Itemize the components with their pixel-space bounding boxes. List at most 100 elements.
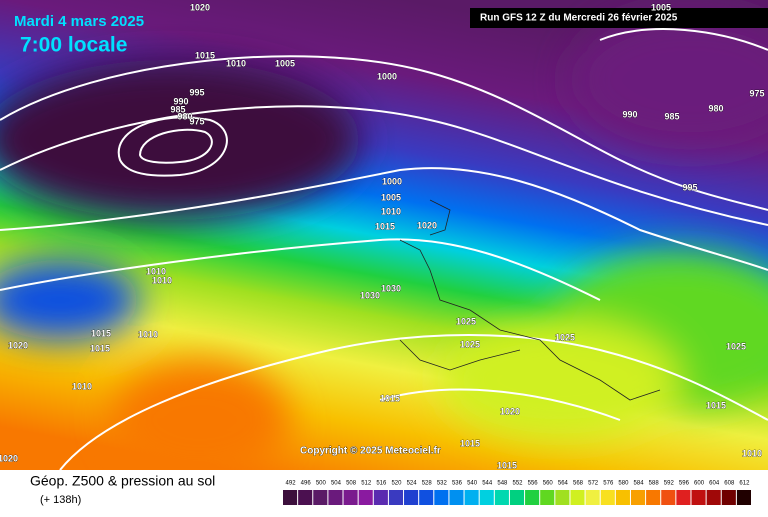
isobar-label: 995 [189,87,204,97]
scale-label: 540 [467,481,478,487]
scale-cell [494,490,509,505]
isobar-label: 1015 [195,50,215,60]
scale-cell [388,490,404,505]
isobar-label: 1010 [146,266,166,276]
scale-label: 596 [679,481,690,487]
isobar-label: 1025 [726,341,746,351]
scale-cell [646,490,661,505]
scale-cell [479,490,494,505]
isobar-label: 1020 [0,453,18,463]
isobar-label: 985 [664,111,679,121]
isobar-label: 1025 [456,316,476,326]
isobar-label: 1015 [497,460,517,470]
scale-cell [600,490,615,505]
scale-cell [661,490,676,505]
scale-cell [615,490,630,505]
scale-label: 512 [361,481,372,487]
scale-label: 572 [588,481,599,487]
isobar-label: 1010 [152,275,172,285]
scale-cell [691,490,706,505]
isobar-label: 1015 [460,438,480,448]
isobar-label: 975 [189,116,204,126]
scale-label: 560 [543,481,554,487]
scale-label: 508 [346,481,357,487]
scale-cell [434,490,449,505]
isobar-label: 985 [170,104,185,114]
scale-cell [464,490,479,505]
isobar-label: 1015 [90,343,110,353]
scale-label: 588 [649,481,660,487]
scale-label: 528 [422,481,433,487]
scale-label: 580 [618,481,629,487]
isobar-label: 995 [682,182,697,192]
isobar-label: 1015 [375,221,395,231]
scale-label: 568 [573,481,584,487]
copyright: Copyright © 2025 Meteociel.fr [300,446,441,457]
scale-label: 504 [331,481,342,487]
isobar-label: 1005 [275,58,295,68]
scale-label: 556 [528,481,539,487]
isobar-label: 1015 [706,400,726,410]
scale-cell [630,490,646,505]
scale-label: 600 [694,481,705,487]
scale-cell [358,490,373,505]
isobar-label: 1010 [742,448,762,458]
scale-label: 544 [482,481,493,487]
scale-label: 536 [452,481,463,487]
scale-label: 516 [376,481,387,487]
scale-label: 584 [634,481,645,487]
scale-cell [373,490,388,505]
scale-label: 520 [391,481,402,487]
scale-label: 492 [286,481,297,487]
isobar-label: 1000 [377,71,397,81]
scale-cell [706,490,721,505]
isobar-label: 1020 [417,220,437,230]
footer-title: Géop. Z500 & pression au sol [30,473,215,489]
scale-cell [525,490,540,505]
isobar-label: 1005 [651,2,671,12]
isobar-label: 1030 [381,283,401,293]
scale-cell [419,490,434,505]
isobar-label: 1030 [360,290,380,300]
scale-label: 612 [739,481,750,487]
isobar-label: 1010 [72,381,92,391]
scale-label: 524 [407,481,418,487]
scale-cell [555,490,570,505]
scale-label: 592 [664,481,675,487]
scale-cell [298,490,313,505]
scale-cell [283,490,298,505]
scale-cell [449,490,464,505]
footer-lead: (+ 138h) [40,494,81,506]
isobar-label: 1020 [500,406,520,416]
scale-cell [404,490,419,505]
scale-label: 608 [724,481,735,487]
scale-cell [313,490,328,505]
scale-label: 564 [558,481,569,487]
scale-cell [570,490,585,505]
scale-cell [328,490,343,505]
time: 7:00 locale [20,34,127,57]
isobar-label: 1015 [380,393,400,403]
isobar-label: 1000 [382,176,402,186]
isobar-label: 1015 [91,328,111,338]
date: Mardi 4 mars 2025 [14,13,144,30]
scale-label: 496 [301,481,312,487]
scale-cell [509,490,525,505]
scale-label: 532 [437,481,448,487]
height-fields [0,10,768,480]
scale-cell [676,490,691,505]
isobar-label: 980 [177,111,192,121]
scale-label: 548 [497,481,508,487]
run-box [470,8,768,28]
scale-label: 604 [709,481,720,487]
isobar-label: 1020 [8,340,28,350]
isobar-label: 975 [749,88,764,98]
isobar-label: 1005 [381,192,401,202]
isobar-lines [0,28,768,471]
scale-cell [736,490,751,505]
scale-label: 552 [512,481,523,487]
scale-cell [721,490,736,505]
isobar-label: 1010 [381,206,401,216]
isobar-label: 1010 [138,329,158,339]
